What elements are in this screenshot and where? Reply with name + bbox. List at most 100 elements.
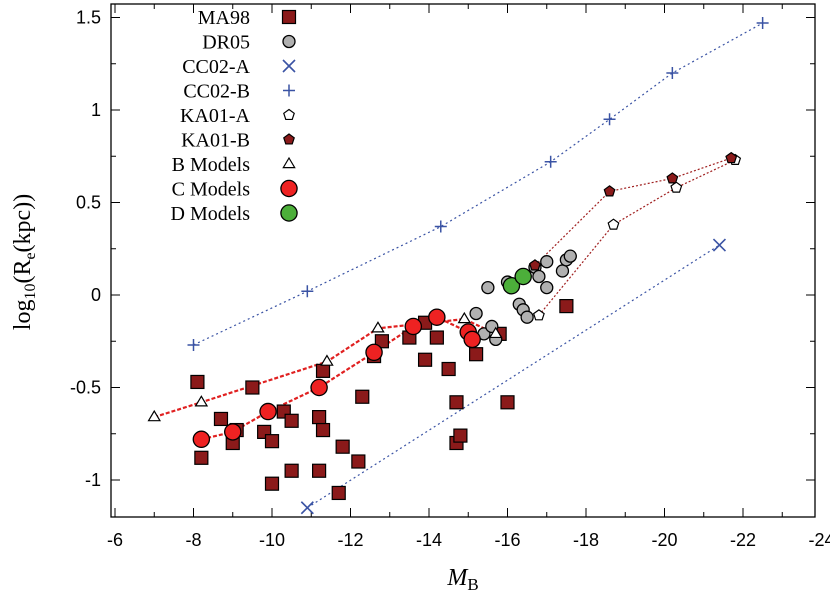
legend-marker-dr05 [282,34,296,49]
x-tick-label: -12 [337,530,363,550]
legend-label-c-models: C Models [172,179,251,201]
y-tick-label: 0 [91,285,101,305]
x-tick-label: -8 [185,530,201,550]
x-axis-title: MB [446,565,478,591]
point-dr05 [469,306,483,321]
series-markers [147,17,769,515]
y-tick-label: -1 [85,470,101,490]
legend-label-ka01-a: KA01-A [180,105,251,127]
point-cc02-b [544,155,557,168]
point-ma98 [264,434,280,449]
point-ma98 [355,389,370,404]
point-dr05 [563,249,577,263]
point-ka01-b [529,259,541,271]
y-tick-label: 0.5 [76,193,101,213]
y-tick-label: 1 [91,100,101,120]
point-dr05 [520,310,534,324]
point-d-models [502,276,521,295]
point-c-models [223,423,242,441]
legend-marker-d-models [280,204,298,222]
series-line-b-models [153,317,497,419]
legend-marker-ma98 [281,9,297,25]
legend-marker-cc02-b [283,84,295,97]
point-c-models [404,317,423,336]
point-ma98 [312,410,327,425]
point-ma98 [441,361,456,377]
plot-frame [110,3,816,518]
legend-marker-c-models [280,179,298,198]
point-b-models [194,395,209,407]
point-ma98 [559,299,574,314]
point-dr05 [481,280,495,295]
point-d-models [514,267,532,286]
legend-marker-b-models [282,156,296,169]
point-ma98 [417,352,433,367]
legend-label-d-models: D Models [171,203,251,225]
point-c-models [310,378,328,397]
x-tick-label: -6 [107,530,123,550]
y-tick-label: 1.5 [76,8,101,28]
point-cc02-b [666,67,679,79]
point-ma98 [190,374,205,390]
point-ma98 [429,330,444,345]
x-tick-label: -22 [730,530,756,550]
point-c-models [428,308,446,326]
point-ma98 [449,395,464,410]
point-ka01-b [603,185,616,197]
point-c-models [365,343,383,362]
legend-label-cc02-a: CC02-A [182,56,250,78]
point-dr05 [555,264,570,278]
point-cc02-b [434,220,447,233]
point-dr05 [532,269,546,284]
point-ma98 [453,428,468,443]
legend-label-ka01-b: KA01-B [181,130,250,152]
point-ma98 [374,334,389,349]
point-cc02-a [300,501,314,515]
point-dr05 [540,255,554,269]
point-c-models [192,430,211,449]
point-ma98 [335,439,350,454]
point-ma98 [500,395,515,410]
point-ma98 [351,454,366,469]
point-b-models [147,409,162,422]
point-ka01-a [607,218,620,230]
point-ma98 [284,463,299,478]
x-tick-label: -16 [494,530,520,550]
series-line-cc02-a [306,244,720,509]
point-ma98 [315,422,331,438]
point-ka01-a [670,181,683,193]
series-line-ka01-a [538,159,736,316]
point-cc02-b [603,113,616,126]
point-cc02-b [301,285,314,298]
point-ma98 [245,380,260,395]
point-ma98 [264,476,280,491]
axis-ticks: -6 -8 -10 -12 -14 -16 -18 -20 -22 -24 -1 -0.5 0 0.5 1 1… [70,4,830,550]
point-ma98 [469,347,484,362]
legend-label-b-models: B Models [172,154,251,176]
point-b-models [320,354,334,366]
point-b-models [457,311,472,324]
point-ma98 [213,411,229,427]
point-ka01-b [725,151,738,164]
point-dr05 [540,280,554,295]
x-tick-label: -20 [651,530,677,550]
x-tick-label: -14 [416,530,442,550]
y-axis-title: log10(Re(kpc)) [10,194,39,330]
legend-marker-ka01-a [283,108,295,121]
legend-marker-cc02-a [282,59,296,73]
x-tick-label: -18 [573,530,599,550]
point-ma98 [312,463,327,478]
point-b-models [371,321,385,333]
legend-label-cc02-b: CC02-B [183,81,250,103]
legend-label-ma98: MA98 [198,7,250,29]
point-c-models [259,402,277,421]
x-tick-label: -24 [808,530,830,550]
point-ma98 [194,450,209,465]
point-cc02-b [187,338,200,351]
series-line-ka01-b [534,157,732,266]
point-cc02-b [756,17,769,30]
legend-marker-ka01-b [283,133,295,145]
y-tick-label: -0.5 [70,378,101,398]
point-cc02-a [712,238,727,252]
